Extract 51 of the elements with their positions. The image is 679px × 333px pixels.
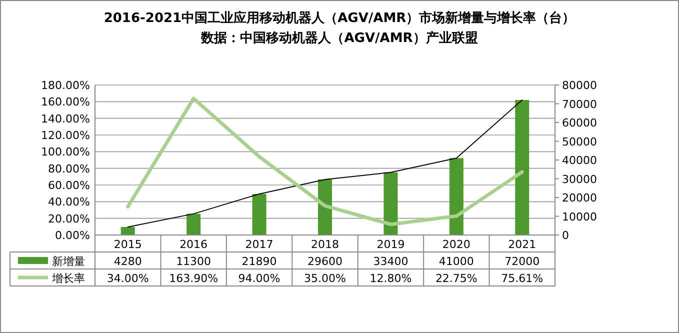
data-label: 11300 [176,255,212,268]
data-label: 21890 [242,255,277,268]
bar [186,214,201,235]
bar [384,172,398,235]
y2-tick-label: 30000 [562,172,597,186]
y2-tick-label: 70000 [562,98,597,111]
data-label: 35.00% [304,272,346,285]
data-label: 75.61% [501,272,544,285]
data-label: 22.75% [435,272,478,285]
y2-tick-label: 60000 [562,116,597,130]
bar [120,226,135,235]
x-tick-label: 2016 [180,238,208,251]
y-tick-label: 100.00% [41,146,90,159]
y2-tick-label: 40000 [562,154,597,167]
data-label: 163.90% [169,272,218,285]
y-tick-label: 120.00% [41,129,90,142]
y-tick-label: 180.00% [41,79,90,92]
data-label: 94.00% [238,272,280,285]
y-tick-label: 20.00% [48,212,90,226]
x-tick-label: 2020 [442,238,470,251]
data-label: 4280 [114,255,142,268]
chart-title: 2016-2021中国工业应用移动机器人（AGV/AMR）市场新增量与增长率（台） [104,10,576,26]
bar [449,158,464,235]
legend-label: 新增量 [52,255,85,268]
y2-tick-label: 80000 [562,79,597,92]
x-tick-label: 2019 [376,238,405,251]
data-label: 41000 [438,255,474,268]
x-tick-label: 2021 [508,238,536,251]
data-label: 33400 [373,255,408,268]
y-tick-label: 40.00% [48,196,90,209]
bar [318,180,332,235]
y2-tick-label: 10000 [562,210,597,224]
y2-tick-label: 50000 [562,135,597,148]
x-tick-label: 2018 [311,238,339,251]
data-label: 34.00% [106,272,149,285]
y-tick-label: 80.00% [48,162,90,176]
x-tick-label: 2017 [245,238,274,251]
y-tick-label: 140.00% [41,112,90,126]
data-label: 72000 [504,255,540,268]
y-tick-label: 0.00% [55,229,90,242]
bar [515,100,530,235]
y-tick-label: 60.00% [48,179,90,192]
bar [252,194,266,235]
data-label: 12.80% [370,272,412,285]
y-tick-label: 160.00% [41,96,90,109]
x-tick-label: 2015 [114,238,142,251]
y2-tick-label: 20000 [562,192,597,204]
legend-label: 增长率 [51,272,85,285]
y2-tick-label: 0 [562,229,569,242]
chart-subtitle: 数据：中国移动机器人（AGV/AMR）产业联盟 [200,30,478,46]
data-label: 29600 [308,255,342,268]
